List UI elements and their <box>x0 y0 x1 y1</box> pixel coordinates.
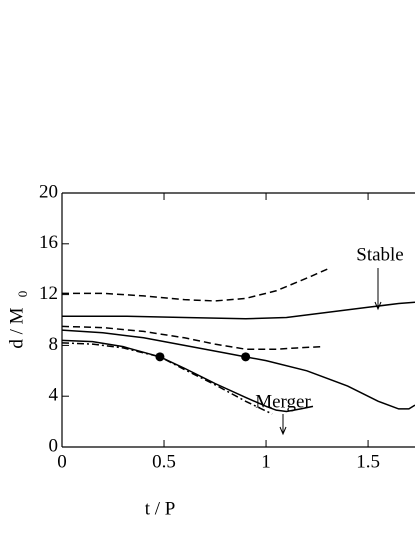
line <box>61 325 322 350</box>
y-tick-label: 12 <box>39 283 58 304</box>
annotation-arrowhead <box>279 426 287 436</box>
x-tick-label: 1 <box>261 451 271 472</box>
marker <box>241 352 251 362</box>
x-tick-label: 0.5 <box>152 451 176 472</box>
y-tick-label: 16 <box>39 232 58 253</box>
y-tick-label: 0 <box>49 435 59 456</box>
annotation: Merger <box>255 391 311 412</box>
x-tick-label: 0 <box>57 451 67 472</box>
line <box>62 301 415 320</box>
y-tick-label: 4 <box>49 385 59 406</box>
marker <box>155 352 165 362</box>
y-axis-label: d / M <box>6 307 27 348</box>
line <box>61 339 314 413</box>
y-tick-label: 8 <box>49 334 59 355</box>
y-axis-label-sub: 0 <box>15 291 30 298</box>
line <box>61 342 273 415</box>
y-axis-label-group: d / M 0 <box>6 291 30 349</box>
annotation-arrowhead <box>374 301 382 311</box>
y-tick-label: 20 <box>39 181 58 202</box>
line <box>61 329 415 410</box>
x-axis-label: t / P <box>145 498 176 519</box>
line <box>62 268 328 302</box>
annotation: Stable <box>356 244 404 265</box>
x-tick-label: 1.5 <box>356 451 380 472</box>
